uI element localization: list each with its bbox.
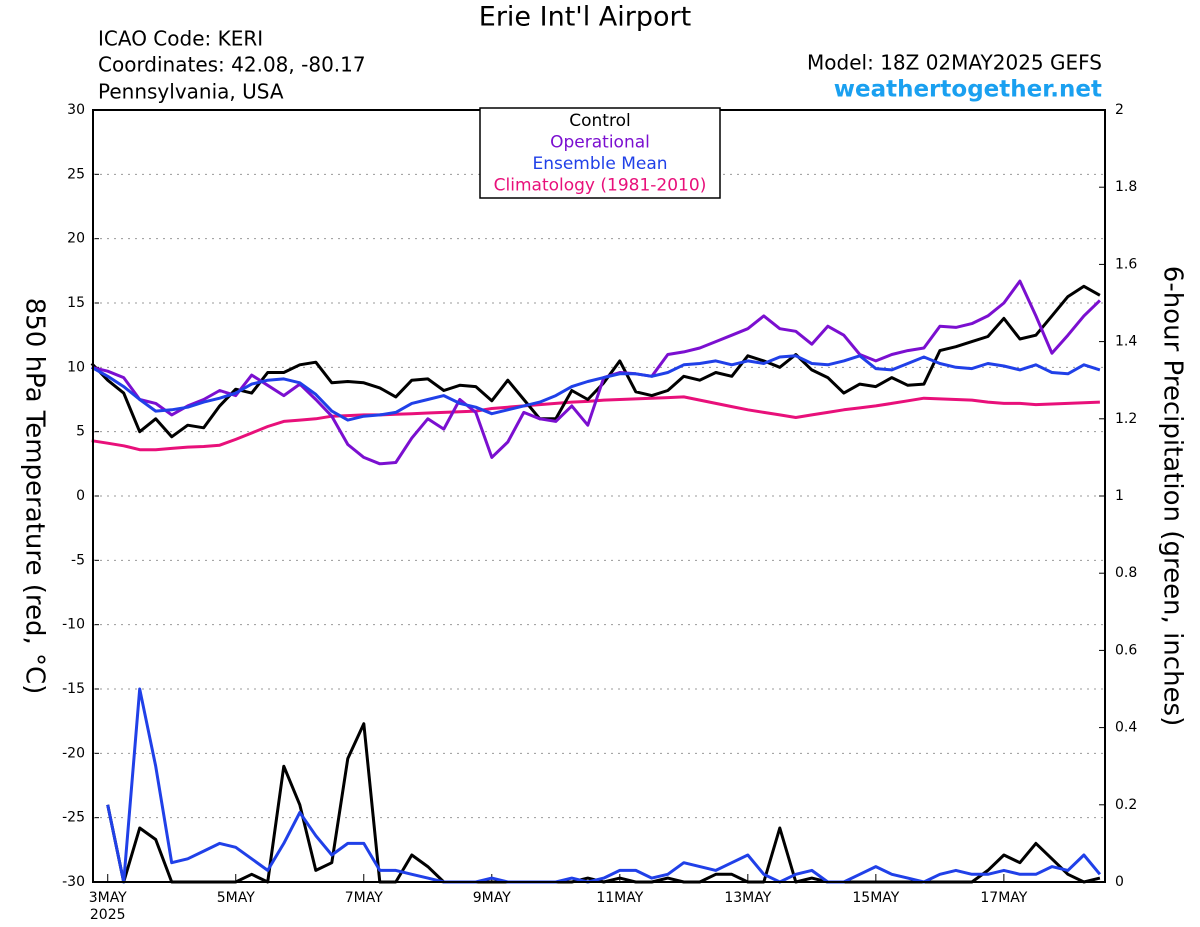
y2-tick-label: 0.2 <box>1115 797 1137 813</box>
y2-tick-label: 0 <box>1115 874 1124 890</box>
legend-box <box>479 107 721 199</box>
x-tick-label: 17MAY <box>980 890 1027 906</box>
y-tick-label: -15 <box>62 681 85 697</box>
y-tick-label: -30 <box>62 874 85 890</box>
y-tick-label: -25 <box>62 810 85 826</box>
series-line <box>106 722 1101 884</box>
station-info: Coordinates: 42.08, -80.17 <box>98 53 366 77</box>
series-line <box>90 284 1101 439</box>
y2-axis-label: 6-hour Precipitation (green, inches) <box>1158 266 1188 726</box>
legend-entry: Control <box>569 111 630 131</box>
legend-entry: Operational <box>550 133 650 153</box>
y-tick-label: 20 <box>67 231 85 247</box>
y-tick-label: 5 <box>76 424 85 440</box>
x-year-label: 2025 <box>90 907 126 923</box>
model-info: Model: 18Z 02MAY2025 GEFS <box>807 51 1102 75</box>
x-tick-label: 15MAY <box>852 890 899 906</box>
x-tick-label: 9MAY <box>473 890 511 906</box>
y2-tick-label: 1.4 <box>1115 334 1137 350</box>
y-tick-label: 30 <box>67 102 85 118</box>
y-tick-label: -10 <box>62 617 85 633</box>
legend-entry: Ensemble Mean <box>532 154 667 174</box>
y-tick-label: 15 <box>67 295 85 311</box>
x-tick-label: 3MAY <box>89 890 127 906</box>
y-tick-label: -5 <box>71 552 85 568</box>
station-info: ICAO Code: KERI <box>98 27 263 51</box>
series-line <box>91 279 1101 466</box>
y-tick-label: -20 <box>62 745 85 761</box>
y2-tick-label: 0.6 <box>1115 642 1137 658</box>
y-axis-label: 850 hPa Temperature (red, °C) <box>20 298 50 695</box>
series-line <box>106 687 1102 884</box>
station-info: Pennsylvania, USA <box>98 80 284 104</box>
site-name: weathertogether.net <box>834 77 1102 103</box>
series-line <box>90 354 1101 422</box>
y-tick-label: 10 <box>67 359 85 375</box>
x-tick-label: 11MAY <box>596 890 643 906</box>
y2-tick-label: 1.6 <box>1115 256 1137 272</box>
chart-title: Erie Int'l Airport <box>479 2 691 33</box>
y2-tick-label: 2 <box>1115 102 1124 118</box>
x-tick-label: 7MAY <box>345 890 383 906</box>
y2-tick-label: 1 <box>1115 488 1124 504</box>
y2-tick-label: 1.2 <box>1115 411 1137 427</box>
legend-entry: Climatology (1981-2010) <box>494 176 707 196</box>
x-tick-label: 5MAY <box>217 890 255 906</box>
y-tick-label: 25 <box>67 166 85 182</box>
y2-tick-label: 0.4 <box>1115 720 1137 736</box>
x-tick-label: 13MAY <box>724 890 771 906</box>
y-tick-label: 0 <box>76 488 85 504</box>
y2-tick-label: 0.8 <box>1115 565 1137 581</box>
y2-tick-label: 1.8 <box>1115 179 1137 195</box>
